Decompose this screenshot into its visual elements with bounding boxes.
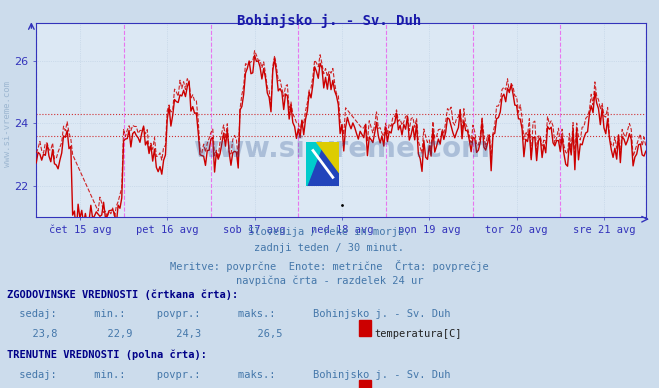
Text: Meritve: povprčne  Enote: metrične  Črta: povprečje: Meritve: povprčne Enote: metrične Črta: …: [170, 260, 489, 272]
Text: 23,8        22,9       24,3         26,5: 23,8 22,9 24,3 26,5: [20, 329, 282, 340]
Text: Bohinjsko j. - Sv. Duh: Bohinjsko j. - Sv. Duh: [237, 14, 422, 28]
Text: www.si-vreme.com: www.si-vreme.com: [3, 81, 13, 167]
Text: ZGODOVINSKE VREDNOSTI (črtkana črta):: ZGODOVINSKE VREDNOSTI (črtkana črta):: [7, 289, 238, 300]
Polygon shape: [306, 142, 339, 186]
Polygon shape: [316, 142, 339, 173]
Text: Slovenija / reke in morje.: Slovenija / reke in morje.: [248, 227, 411, 237]
Text: navpična črta - razdelek 24 ur: navpična črta - razdelek 24 ur: [236, 276, 423, 286]
Text: www.si-vreme.com: www.si-vreme.com: [192, 135, 490, 163]
Text: sedaj:      min.:     povpr.:      maks.:      Bohinjsko j. - Sv. Duh: sedaj: min.: povpr.: maks.: Bohinjsko j.…: [13, 370, 451, 380]
Polygon shape: [306, 142, 323, 186]
Text: TRENUTNE VREDNOSTI (polna črta):: TRENUTNE VREDNOSTI (polna črta):: [7, 350, 206, 360]
Text: zadnji teden / 30 minut.: zadnji teden / 30 minut.: [254, 243, 405, 253]
Text: sedaj:      min.:     povpr.:      maks.:      Bohinjsko j. - Sv. Duh: sedaj: min.: povpr.: maks.: Bohinjsko j.…: [13, 309, 451, 319]
Text: temperatura[C]: temperatura[C]: [374, 329, 462, 340]
